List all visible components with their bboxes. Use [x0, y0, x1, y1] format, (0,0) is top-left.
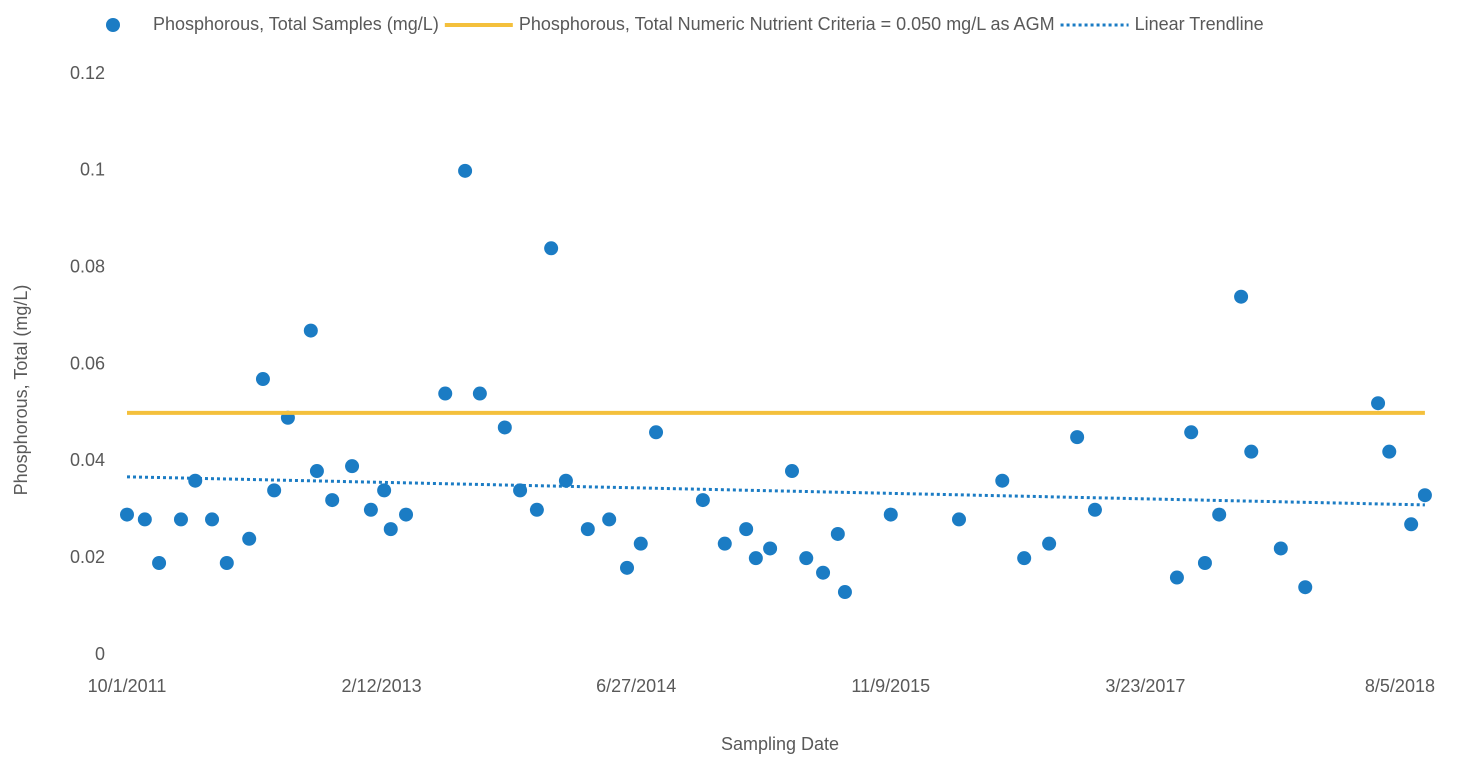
data-point — [120, 507, 134, 522]
data-point — [303, 323, 318, 338]
data-point — [1017, 551, 1032, 566]
data-point — [242, 531, 257, 546]
data-point — [883, 507, 898, 522]
y-tick-label: 0.06 — [70, 353, 105, 373]
x-axis-title: Sampling Date — [721, 734, 839, 754]
data-point — [173, 512, 188, 527]
data-point — [1417, 488, 1432, 503]
x-tick-label: 3/23/2017 — [1105, 676, 1185, 696]
data-point — [137, 512, 152, 527]
data-point — [472, 386, 487, 401]
data-point — [1382, 444, 1397, 459]
data-point — [1273, 541, 1288, 556]
data-point — [695, 493, 710, 508]
data-point — [620, 560, 635, 575]
data-point — [529, 502, 544, 517]
data-point — [399, 507, 414, 522]
data-point — [784, 464, 799, 479]
y-tick-label: 0.12 — [70, 63, 105, 83]
data-point — [377, 483, 392, 498]
data-point — [325, 493, 340, 508]
data-point — [1087, 502, 1102, 517]
data-point — [799, 551, 814, 566]
data-point — [1042, 536, 1057, 551]
data-point — [739, 522, 754, 537]
data-point — [1184, 425, 1199, 440]
data-point — [602, 512, 617, 527]
x-tick-label: 2/12/2013 — [342, 676, 422, 696]
data-point — [255, 372, 270, 387]
legend-label: Linear Trendline — [1135, 14, 1264, 34]
data-point — [633, 536, 648, 551]
data-point — [649, 425, 664, 440]
data-point — [152, 556, 167, 571]
data-point — [1404, 517, 1419, 532]
data-point — [580, 522, 595, 537]
data-point — [558, 473, 573, 488]
y-tick-label: 0.1 — [80, 160, 105, 180]
y-tick-label: 0.04 — [70, 450, 105, 470]
x-tick-label: 11/9/2015 — [851, 676, 930, 696]
data-point — [837, 585, 852, 600]
data-point — [1298, 580, 1313, 595]
data-point — [1212, 507, 1227, 522]
x-tick-label: 10/1/2011 — [88, 676, 167, 696]
data-point — [458, 163, 473, 178]
data-point — [816, 565, 831, 580]
data-point — [830, 526, 845, 541]
data-point — [205, 512, 220, 527]
data-point — [952, 512, 967, 527]
data-point — [544, 241, 559, 256]
data-point — [383, 522, 398, 537]
data-point — [717, 536, 732, 551]
data-point — [345, 459, 360, 474]
data-point — [188, 473, 203, 488]
legend-label: Phosphorous, Total Numeric Nutrient Crit… — [519, 14, 1055, 34]
data-point — [1371, 396, 1386, 411]
y-axis-title: Phosphorous, Total (mg/L) — [11, 285, 31, 496]
data-point — [763, 541, 778, 556]
legend-label: Phosphorous, Total Samples (mg/L) — [153, 14, 439, 34]
trendline — [126, 475, 1425, 507]
data-point — [363, 502, 378, 517]
y-tick-label: 0.08 — [70, 256, 105, 276]
data-point — [438, 386, 453, 401]
data-point — [497, 420, 512, 435]
data-point — [219, 556, 234, 571]
y-tick-label: 0 — [95, 644, 105, 664]
x-tick-label: 8/5/2018 — [1365, 676, 1435, 696]
data-point — [1169, 570, 1184, 585]
data-point — [1244, 444, 1259, 459]
x-tick-label: 6/27/2014 — [596, 676, 676, 696]
data-point — [1070, 430, 1085, 445]
y-tick-label: 0.02 — [70, 547, 105, 567]
data-point — [1234, 289, 1249, 304]
data-point — [1197, 556, 1212, 571]
data-point — [995, 473, 1010, 488]
data-point — [267, 483, 282, 498]
data-point — [748, 551, 763, 566]
legend-marker — [106, 18, 120, 32]
data-point — [309, 464, 324, 479]
